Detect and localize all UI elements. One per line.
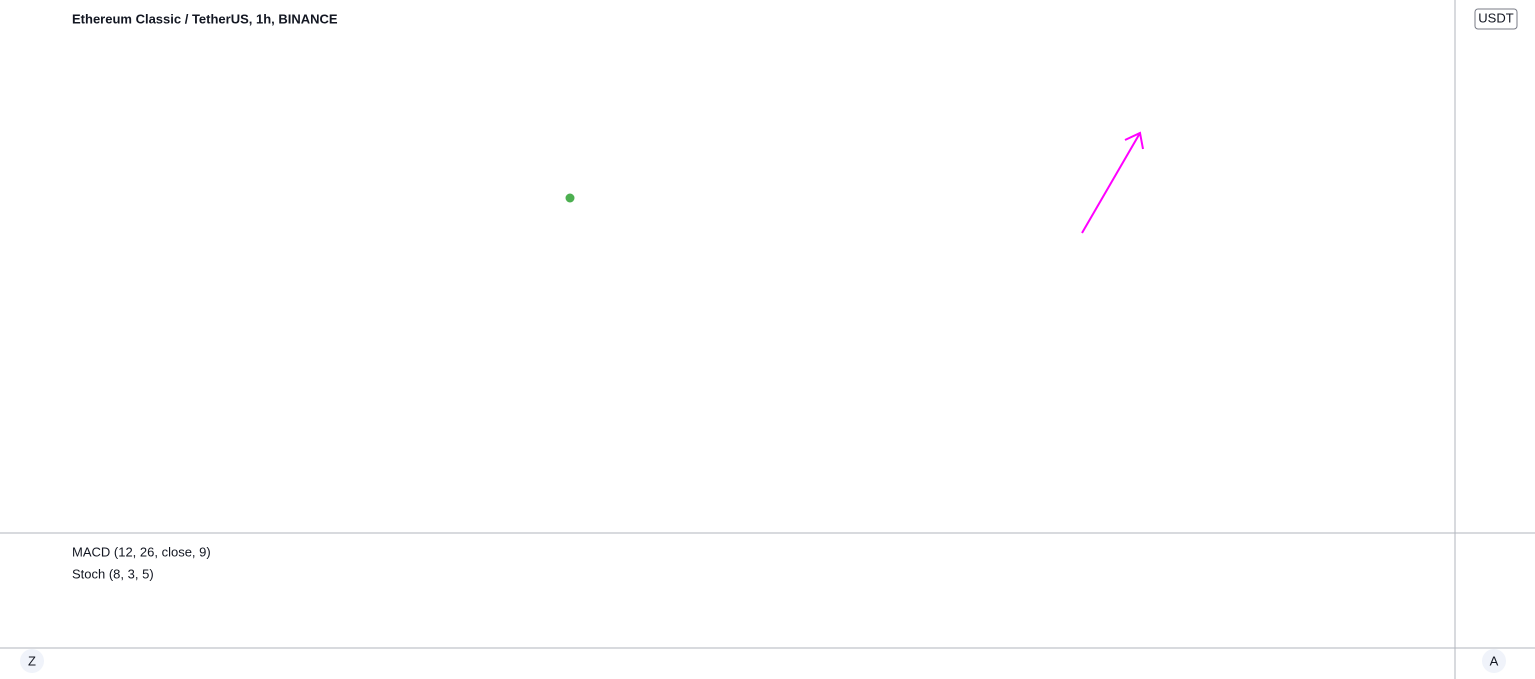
arrow: [1081, 132, 1141, 234]
currency-box[interactable]: [1474, 8, 1518, 30]
stoch-legend: Stoch (8, 3, 5): [72, 566, 154, 581]
a-button-label: A: [1490, 653, 1499, 668]
z-button-label: Z: [28, 653, 36, 668]
signal-dot: [565, 193, 575, 203]
z-button[interactable]: [20, 649, 44, 673]
chart-title: Ethereum Classic / TetherUS, 1h, BINANCE: [72, 11, 338, 26]
a-button[interactable]: [1482, 649, 1506, 673]
arrow-head: [1124, 131, 1144, 150]
currency: USDT: [1478, 10, 1513, 25]
macd-legend: MACD (12, 26, close, 9): [72, 544, 211, 559]
